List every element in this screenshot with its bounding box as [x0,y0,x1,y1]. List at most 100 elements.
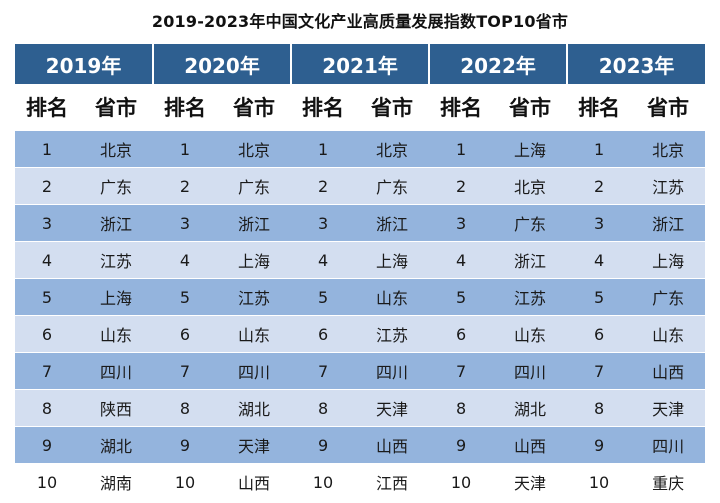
year-header: 2021年 [290,44,430,84]
rank-cell: 2 [153,167,218,205]
province-header: 省市 [79,84,154,131]
table-row: 5 上海 5 江苏 5 山东 5 江苏 5 广东 [15,278,706,316]
province-cell: 湖北 [493,389,568,427]
province-cell: 广东 [355,167,430,205]
province-cell: 广东 [631,278,706,316]
rank-cell: 3 [291,204,356,242]
rank-cell: 6 [153,315,218,353]
province-cell: 浙江 [355,204,430,242]
province-cell: 浙江 [631,204,706,242]
table-row: 7 四川 7 四川 7 四川 7 四川 7 山西 [15,352,706,390]
province-cell: 天津 [493,463,568,500]
table-row: 6 山东 6 山东 6 江苏 6 山东 6 山东 [15,315,706,353]
table-row: 8 陕西 8 湖北 8 天津 8 湖北 8 天津 [15,389,706,427]
table-row: 3 浙江 3 浙江 3 浙江 3 广东 3 浙江 [15,204,706,242]
province-cell: 山西 [355,426,430,464]
province-cell: 江苏 [493,278,568,316]
rank-cell: 9 [153,426,218,464]
province-cell: 广东 [217,167,292,205]
rank-cell: 1 [291,130,356,168]
rank-cell: 7 [153,352,218,390]
province-cell: 北京 [79,130,154,168]
rank-cell: 5 [291,278,356,316]
province-cell: 浙江 [217,204,292,242]
rank-cell: 6 [15,315,79,353]
rank-cell: 10 [429,463,494,500]
province-cell: 北京 [493,167,568,205]
province-cell: 江苏 [217,278,292,316]
province-cell: 四川 [631,426,706,464]
year-header-row: 2019年 2020年 2021年 2022年 2023年 [15,44,706,84]
province-cell: 湖北 [79,426,154,464]
rank-header: 排名 [429,84,494,131]
table-title: 2019-2023年中国文化产业高质量发展指数TOP10省市 [151,12,569,31]
province-cell: 广东 [79,167,154,205]
rank-cell: 3 [429,204,494,242]
rank-cell: 2 [429,167,494,205]
rank-cell: 8 [291,389,356,427]
ranking-table: 2019年 2020年 2021年 2022年 2023年 排名 省市 排名 省… [15,44,706,500]
province-cell: 山西 [217,463,292,500]
province-cell: 四川 [79,352,154,390]
province-cell: 湖南 [79,463,154,500]
province-cell: 湖北 [217,389,292,427]
province-cell: 山西 [493,426,568,464]
province-cell: 天津 [217,426,292,464]
province-cell: 浙江 [79,204,154,242]
rank-cell: 10 [15,463,79,500]
rank-cell: 4 [429,241,494,279]
province-cell: 上海 [355,241,430,279]
rank-cell: 1 [153,130,218,168]
year-header: 2023年 [566,44,706,84]
rank-cell: 8 [15,389,79,427]
province-header: 省市 [493,84,568,131]
rank-header: 排名 [15,84,79,131]
column-header-row: 排名 省市 排名 省市 排名 省市 排名 省市 排名 省市 [15,84,706,131]
rank-cell: 9 [15,426,79,464]
rank-cell: 10 [291,463,356,500]
rank-cell: 2 [291,167,356,205]
rank-cell: 2 [15,167,79,205]
year-header: 2019年 [15,44,154,84]
rank-cell: 3 [153,204,218,242]
province-cell: 山东 [217,315,292,353]
rank-cell: 9 [291,426,356,464]
rank-header: 排名 [291,84,356,131]
table-row: 4 江苏 4 上海 4 上海 4 浙江 4 上海 [15,241,706,279]
table-row: 1 北京 1 北京 1 北京 1 上海 1 北京 [15,130,706,168]
province-cell: 上海 [493,130,568,168]
province-cell: 山东 [79,315,154,353]
rank-cell: 2 [567,167,632,205]
rank-cell: 3 [15,204,79,242]
province-cell: 天津 [631,389,706,427]
rank-cell: 5 [429,278,494,316]
province-cell: 北京 [217,130,292,168]
rank-cell: 4 [15,241,79,279]
rank-cell: 8 [429,389,494,427]
rank-cell: 4 [291,241,356,279]
rank-header: 排名 [153,84,218,131]
province-cell: 上海 [79,278,154,316]
province-cell: 上海 [217,241,292,279]
rank-cell: 10 [567,463,632,500]
province-cell: 北京 [355,130,430,168]
province-cell: 天津 [355,389,430,427]
rank-cell: 5 [153,278,218,316]
rank-cell: 9 [567,426,632,464]
rank-cell: 6 [429,315,494,353]
table-row: 9 湖北 9 天津 9 山西 9 山西 9 四川 [15,426,706,464]
province-cell: 山东 [631,315,706,353]
province-cell: 山东 [493,315,568,353]
province-cell: 浙江 [493,241,568,279]
province-cell: 江苏 [355,315,430,353]
table-body: 1 北京 1 北京 1 北京 1 上海 1 北京 2 广东 2 广东 2 广东 2 北京 2 江苏 3 浙江 3 浙江 3 浙江 3… [15,130,706,500]
province-cell: 江西 [355,463,430,500]
province-cell: 山东 [355,278,430,316]
year-header: 2022年 [428,44,568,84]
rank-cell: 8 [153,389,218,427]
province-cell: 重庆 [631,463,706,500]
province-cell: 四川 [217,352,292,390]
province-cell: 江苏 [631,167,706,205]
province-header: 省市 [217,84,292,131]
